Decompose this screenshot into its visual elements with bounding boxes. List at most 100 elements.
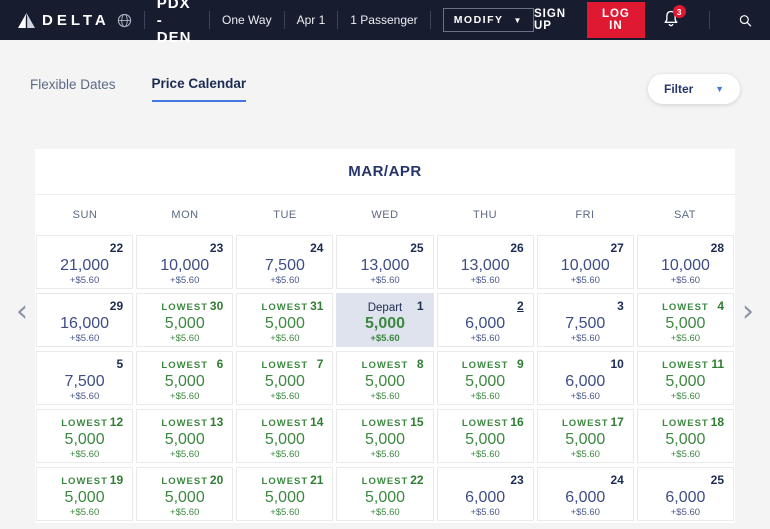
day-headers-row: SUN MON TUE WED THU FRI SAT [35, 195, 735, 235]
cell-taxes-fee: +$5.60 [69, 449, 100, 460]
calendar-cell[interactable]: LOWEST 22 5,000 +$5.60 [336, 467, 434, 521]
calendar-cell[interactable]: 23 10,000 +$5.60 [136, 235, 234, 289]
lowest-label: LOWEST [261, 360, 309, 371]
calendar-cell[interactable]: LOWEST 7 5,000 +$5.60 [236, 351, 334, 405]
cell-miles-price: 5,000 [264, 373, 305, 390]
login-button[interactable]: LOG IN [587, 2, 645, 38]
filter-button[interactable]: Filter ▼ [648, 74, 740, 104]
divider [337, 11, 339, 29]
cell-date: 2 [517, 299, 524, 313]
cell-miles-price: 6,000 [565, 489, 606, 506]
cell-taxes-fee: +$5.60 [570, 275, 600, 286]
calendar-cell[interactable]: LOWEST 11 5,000 +$5.60 [636, 351, 734, 405]
cell-date: 29 [109, 299, 124, 313]
tab-flexible-dates[interactable]: Flexible Dates [30, 77, 116, 92]
cell-miles-price: 5,000 [364, 431, 406, 448]
calendar-cell[interactable]: LOWEST 13 5,000 +$5.60 [136, 409, 234, 463]
day-header: MON [171, 209, 199, 221]
calendar-cell[interactable]: LOWEST 18 5,000 +$5.60 [636, 409, 734, 463]
cell-miles-price: 6,000 [465, 315, 506, 332]
search-icon[interactable] [738, 10, 752, 31]
cell-taxes-fee: +$5.60 [470, 449, 500, 460]
calendar-cell[interactable]: LOWEST 17 5,000 +$5.60 [536, 409, 634, 463]
calendar-cell[interactable]: 22 21,000 +$5.60 [36, 235, 134, 289]
next-month-button[interactable]: › [742, 294, 754, 329]
date-label: Apr 1 [296, 13, 326, 27]
calendar-cell[interactable]: LOWEST 9 5,000 +$5.60 [436, 351, 534, 405]
cell-miles-price: 6,000 [465, 489, 506, 506]
calendar-cell[interactable]: LOWEST 6 5,000 +$5.60 [136, 351, 234, 405]
calendar-cell[interactable]: Depart 1 5,000 +$5.60 [336, 293, 434, 347]
caret-down-icon: ▼ [715, 84, 724, 94]
lowest-label: LOWEST [161, 418, 209, 429]
calendar-cell[interactable]: 26 13,000 +$5.60 [436, 235, 534, 289]
cell-taxes-fee: +$5.60 [170, 507, 200, 518]
divider [283, 11, 285, 29]
cell-miles-price: 5,000 [64, 431, 105, 448]
cell-miles-price: 5,000 [264, 489, 305, 506]
lowest-label: LOWEST [662, 360, 709, 371]
calendar-cell[interactable]: 25 13,000 +$5.60 [336, 235, 434, 289]
prev-month-button[interactable]: ‹ [16, 294, 28, 329]
notification-bell-icon[interactable]: 3 [661, 5, 686, 31]
calendar-cell[interactable]: LOWEST 19 5,000 +$5.60 [36, 467, 134, 521]
calendar-cell[interactable]: LOWEST 21 5,000 +$5.60 [236, 467, 334, 521]
cell-miles-price: 5,000 [665, 431, 706, 448]
calendar-cell[interactable]: 23 6,000 +$5.60 [436, 467, 534, 521]
calendar-cell[interactable]: LOWEST 14 5,000 +$5.60 [236, 409, 334, 463]
lowest-label: LOWEST [61, 418, 108, 429]
calendar-cell[interactable]: 24 6,000 +$5.60 [536, 467, 634, 521]
cell-date: 11 [711, 357, 724, 371]
cell-date: 3 [617, 299, 624, 313]
calendar-cell[interactable]: 3 7,500 +$5.60 [536, 293, 634, 347]
signup-button[interactable]: SIGN UP [533, 8, 567, 32]
cell-miles-price: 5,000 [465, 431, 506, 448]
cell-taxes-fee: +$5.60 [570, 333, 600, 344]
divider [209, 11, 211, 29]
cell-miles-price: 5,000 [665, 315, 706, 332]
cell-taxes-fee: +$5.60 [270, 507, 300, 518]
cell-date: 27 [610, 241, 624, 255]
calendar-cell[interactable]: LOWEST 12 5,000 +$5.60 [36, 409, 134, 463]
calendar-cell[interactable]: 5 7,500 +$5.60 [36, 351, 134, 405]
cell-taxes-fee: +$5.60 [670, 275, 701, 286]
cell-miles-price: 13,000 [460, 257, 510, 274]
calendar-cell[interactable]: 28 10,000 +$5.60 [636, 235, 734, 289]
cell-date: 9 [517, 357, 524, 371]
calendar-month-title: MAR/APR [35, 149, 735, 195]
calendar-cell[interactable]: LOWEST 31 5,000 +$5.60 [236, 293, 334, 347]
calendar-cell[interactable]: LOWEST 16 5,000 +$5.60 [436, 409, 534, 463]
cell-taxes-fee: +$5.60 [570, 507, 600, 518]
calendar-cell[interactable]: LOWEST 30 5,000 +$5.60 [136, 293, 234, 347]
calendar-cell[interactable]: 25 6,000 +$5.60 [636, 467, 734, 521]
cell-date: 6 [216, 357, 224, 371]
calendar-cell[interactable]: LOWEST 4 5,000 +$5.60 [636, 293, 734, 347]
caret-down-icon: ▼ [513, 15, 523, 25]
cell-date: 17 [610, 415, 624, 429]
cell-date: 26 [510, 241, 524, 255]
cell-miles-price: 5,000 [465, 373, 506, 390]
calendar-cell[interactable]: 2 6,000 +$5.60 [436, 293, 534, 347]
modify-button[interactable]: MODIFY ▼ [442, 8, 534, 32]
cell-date: 8 [416, 357, 424, 371]
cell-taxes-fee: +$5.60 [69, 275, 100, 286]
cell-taxes-fee: +$5.60 [69, 507, 100, 518]
cell-date: 15 [410, 415, 424, 429]
calendar-cell[interactable]: LOWEST 15 5,000 +$5.60 [336, 409, 434, 463]
calendar-cell[interactable]: LOWEST 20 5,000 +$5.60 [136, 467, 234, 521]
calendar-cell[interactable]: 27 10,000 +$5.60 [536, 235, 634, 289]
tab-price-calendar[interactable]: Price Calendar [151, 76, 247, 102]
cell-date: 7 [316, 357, 324, 371]
calendar-cell[interactable]: LOWEST 8 5,000 +$5.60 [336, 351, 434, 405]
cell-taxes-fee: +$5.60 [370, 391, 400, 402]
cell-date: 28 [710, 241, 724, 255]
lowest-label: LOWEST [361, 476, 409, 487]
cell-taxes-fee: +$5.60 [470, 391, 500, 402]
calendar-cell[interactable]: 10 6,000 +$5.60 [536, 351, 634, 405]
cell-taxes-fee: +$5.60 [69, 391, 100, 402]
cell-date: 24 [310, 241, 324, 255]
calendar-cell[interactable]: 24 7,500 +$5.60 [236, 235, 334, 289]
calendar-cell[interactable]: 29 16,000 +$5.60 [36, 293, 134, 347]
delta-logo[interactable]: DELTA [18, 12, 132, 29]
passenger-label: 1 Passenger [350, 13, 418, 27]
